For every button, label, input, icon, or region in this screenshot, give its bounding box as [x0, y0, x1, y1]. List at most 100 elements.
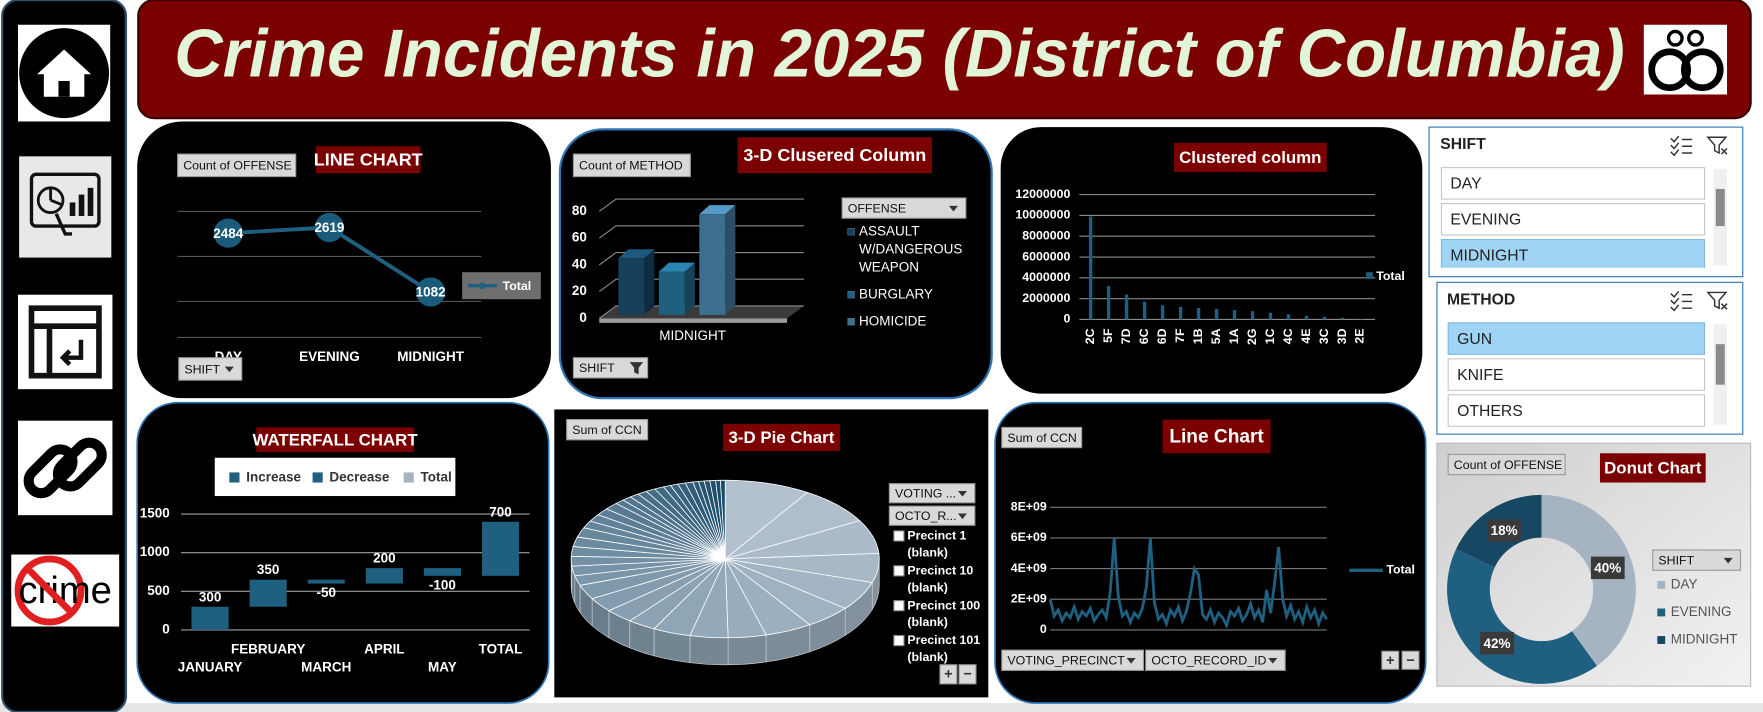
filter-button[interactable] — [888, 505, 976, 526]
zoom-button[interactable] — [958, 664, 977, 685]
slicer-item-label: KNIFE — [1457, 367, 1503, 384]
x-tick-label: 1A — [1227, 328, 1241, 344]
bar — [1304, 315, 1309, 320]
zoom-label: + — [944, 667, 953, 683]
chart-title: LINE CHART — [314, 150, 423, 170]
slicer-item[interactable] — [1447, 322, 1706, 355]
legend-swatch — [1657, 580, 1666, 589]
zoom-button[interactable] — [939, 664, 958, 685]
slicer-items: DAY EVENING MIDNIGHT — [1440, 167, 1706, 271]
field-button[interactable] — [177, 153, 297, 178]
axis-button[interactable] — [572, 357, 649, 379]
panel — [137, 121, 551, 399]
legend-label: Precinct 100 (blank) — [907, 599, 983, 630]
slicer-item[interactable] — [1447, 358, 1706, 391]
x-tick-label: 7D — [1119, 328, 1133, 344]
legend-checkbox[interactable] — [893, 565, 905, 577]
x-tick-label: MIDNIGHT — [659, 328, 726, 343]
slicer-item[interactable] — [1440, 239, 1706, 271]
data-label: 40% — [1594, 561, 1621, 576]
y-tick-label: 2E+09 — [1011, 592, 1047, 606]
slicer-items: GUN KNIFE OTHERS — [1447, 322, 1706, 427]
slicer-title: METHOD — [1447, 291, 1515, 308]
x-tick-label: 1B — [1191, 328, 1205, 344]
clear-filter-icon[interactable] — [1706, 136, 1728, 155]
slice-side — [689, 635, 729, 666]
data-label: 2484 — [213, 226, 243, 241]
legend-swatch — [403, 472, 414, 483]
data-label: -100 — [429, 578, 456, 593]
field-button[interactable] — [1001, 426, 1083, 449]
legend-swatch — [312, 472, 323, 483]
filter-button[interactable] — [888, 483, 976, 504]
scroll-thumb[interactable] — [1715, 344, 1725, 385]
x-tick-label: JANUARY — [178, 660, 243, 675]
y-tick-label: 60 — [572, 230, 587, 245]
grid-line — [598, 305, 804, 319]
y-tick-label: 1000 — [140, 544, 170, 559]
handcuff-icon — [1643, 24, 1728, 95]
legend-swatch — [847, 318, 855, 326]
x-tick-label: MARCH — [301, 660, 351, 675]
table-icon[interactable] — [17, 294, 113, 390]
x-tick-label: APRIL — [364, 642, 404, 657]
crime-icon[interactable]: crime — [11, 554, 120, 627]
y-tick-label: 1500 — [140, 506, 170, 521]
button-label: OCTO_RECORD_ID — [1151, 654, 1266, 668]
header-banner — [137, 0, 1752, 120]
scroll-thumb[interactable] — [1715, 188, 1725, 227]
y-tick-label: 40 — [572, 256, 587, 271]
multi-select-icon[interactable] — [1670, 290, 1693, 312]
legend-box — [214, 457, 456, 497]
clear-filter-icon[interactable] — [1706, 291, 1728, 310]
legend-checkbox[interactable] — [893, 634, 905, 647]
x-tick-label: MAY — [428, 660, 457, 675]
legend-button[interactable] — [841, 197, 967, 219]
data-label: 1082 — [416, 285, 446, 300]
axis-button[interactable] — [1145, 649, 1286, 671]
x-tick-label: 4E — [1299, 328, 1313, 343]
bar — [1142, 301, 1147, 320]
field-button[interactable] — [1447, 453, 1566, 476]
marker — [416, 277, 446, 307]
x-tick-label: 3C — [1317, 328, 1331, 344]
data-label: 700 — [489, 504, 511, 519]
slicer-item[interactable] — [1447, 394, 1706, 427]
home-icon[interactable] — [17, 24, 111, 122]
grid-line — [598, 278, 804, 293]
waterfall-bar — [191, 606, 229, 630]
multi-select-icon[interactable] — [1670, 135, 1693, 157]
grid-line — [598, 198, 804, 212]
zoom-button[interactable] — [1381, 650, 1400, 670]
waterfall-bar — [249, 579, 287, 607]
field-button[interactable] — [566, 418, 649, 441]
slicer-item[interactable] — [1440, 203, 1706, 236]
legend-checkbox[interactable] — [893, 530, 905, 542]
chart-title: 3-D Pie Chart — [729, 428, 835, 447]
legend-checkbox[interactable] — [893, 600, 905, 612]
zoom-button[interactable] — [1401, 650, 1420, 670]
data-label: 18% — [1491, 523, 1518, 538]
bar-top — [658, 262, 695, 272]
legend-label: Total — [1376, 269, 1405, 283]
dashboard-icon[interactable] — [19, 156, 112, 258]
data-label: 350 — [257, 562, 279, 577]
panel — [1000, 127, 1423, 394]
y-tick-label: 0 — [1064, 312, 1071, 326]
y-tick-label: 500 — [147, 583, 169, 598]
panel — [994, 401, 1427, 704]
y-tick-label: 8000000 — [1022, 228, 1070, 242]
slicer-item[interactable] — [1440, 167, 1706, 200]
bar-top — [618, 249, 655, 259]
bar — [1286, 314, 1291, 320]
link-icon[interactable] — [17, 420, 113, 516]
legend-button[interactable] — [1652, 549, 1742, 571]
field-button[interactable] — [572, 153, 691, 178]
axis-button[interactable] — [1001, 649, 1145, 671]
axis-button[interactable] — [178, 357, 243, 381]
title-box — [1599, 453, 1706, 483]
button-label: VOTING_PRECINCT — [1007, 654, 1125, 668]
panel — [558, 128, 993, 400]
bar — [1160, 305, 1165, 320]
chart-title: WATERFALL CHART — [252, 430, 418, 449]
